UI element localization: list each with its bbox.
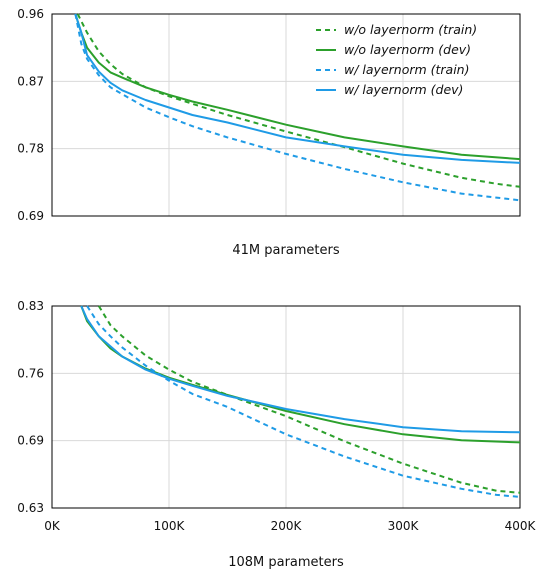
chart-1-plot-frame [51,13,521,217]
chart-2: 0.83 0.76 0.69 0.63 0K 100K 200K 300K 400K 108M… [17,299,536,570]
chart-2-y-tick-labels: 0.83 0.76 0.69 0.63 [17,299,44,515]
chart-2-caption: 108M parameters [228,555,344,570]
x-tick-label: 400K [505,519,537,533]
y-tick-label: 0.78 [17,142,44,156]
chart-1-caption: 41M parameters [232,243,340,258]
chart-2-x-tick-labels: 0K 100K 200K 300K 400K [44,519,536,533]
y-tick-label: 0.69 [17,434,44,448]
legend-label: w/o layernorm (dev) [344,42,471,57]
series-line-w-o-layernorm-dev [74,13,521,161]
chart-2-plot-frame [51,305,521,509]
series-line-w-o-layernorm-train [76,13,521,188]
series-line-w-layernorm-train [74,13,521,202]
legend-label: w/ layernorm (dev) [344,82,463,97]
y-tick-label: 0.63 [17,501,44,515]
chart-2-series-lines [80,305,521,498]
series-line-w-o-layernorm-train [97,305,521,494]
x-tick-label: 100K [154,519,186,533]
chart-1-y-tick-labels: 0.96 0.87 0.78 0.69 [17,7,44,223]
y-tick-label: 0.69 [17,209,44,223]
series-line-w-layernorm-train [86,305,521,498]
x-tick-label: 0K [44,519,61,533]
x-tick-label: 300K [388,519,420,533]
legend-label: w/ layernorm (train) [344,62,469,77]
chart-1-series-lines [74,13,521,202]
legend-label: w/o layernorm (train) [344,22,477,37]
x-tick-label: 200K [271,519,303,533]
chart-1: 0.960.870.780.69 w/o layernorm (train)w/… [17,7,521,258]
series-line-w-layernorm-dev [74,13,521,164]
y-tick-label: 0.87 [17,74,44,88]
y-tick-label: 0.83 [17,299,44,313]
chart-1-legend: w/o layernorm (train) w/o layernorm (dev)… [316,22,477,97]
y-tick-label: 0.96 [17,7,44,21]
y-tick-label: 0.76 [17,366,44,380]
series-line-w-layernorm-dev [80,305,521,434]
